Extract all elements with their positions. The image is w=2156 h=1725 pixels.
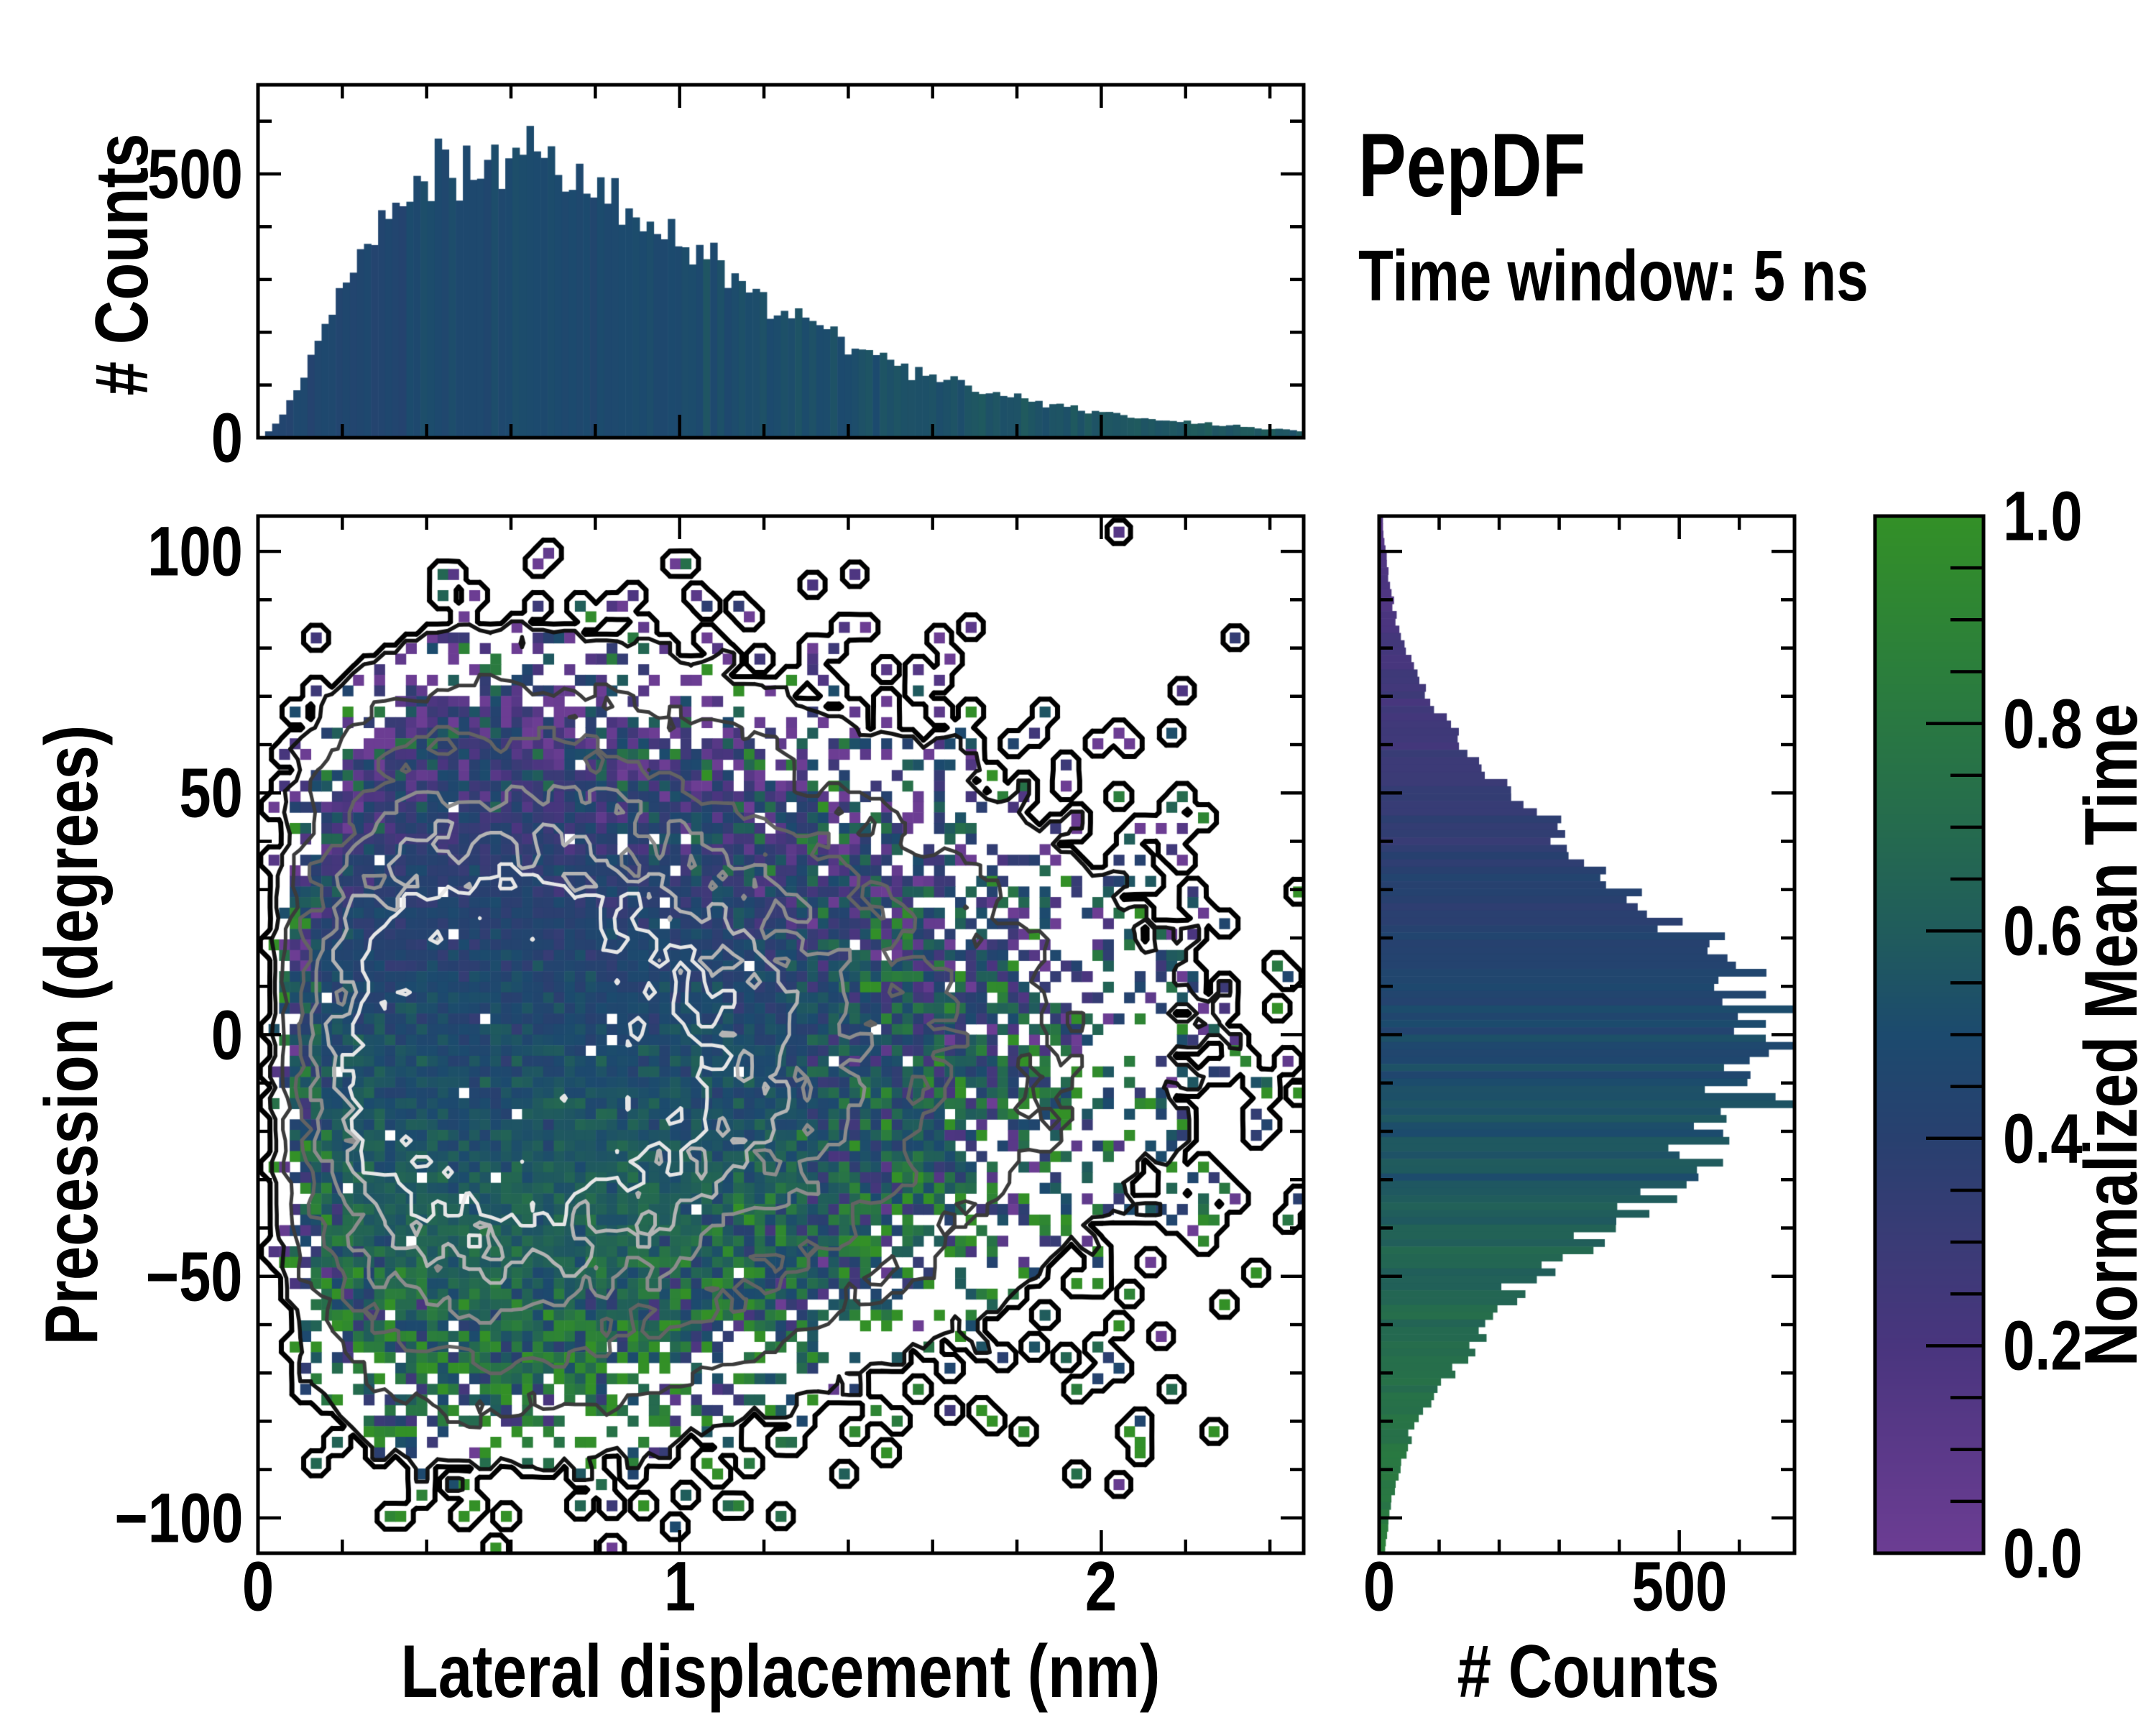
main-ytick-label: 100: [147, 512, 243, 591]
top-hist-ytick-label: 500: [147, 134, 243, 213]
colorbar-tick-label: 0.0: [2003, 1514, 2083, 1593]
main-heatmap-panel: [258, 516, 1304, 1553]
figure-title: PepDF: [1358, 116, 1586, 216]
panel-frame: [256, 514, 1306, 1555]
top-histogram-panel: [258, 85, 1304, 438]
main-ytick-label: 50: [179, 753, 243, 832]
colorbar-label: Normalized Mean Time: [2070, 703, 2153, 1367]
right-hist-xtick-label: 0: [1363, 1547, 1396, 1626]
main-ytick-label: −100: [114, 1478, 243, 1558]
main-ytick-label: 0: [211, 995, 243, 1074]
main-xtick-label: 1: [663, 1547, 696, 1626]
colorbar-tick-label: 0.8: [2003, 684, 2083, 763]
colorbar-tick-label: 0.6: [2003, 891, 2083, 970]
right-histogram-panel: [1379, 516, 1795, 1553]
main-xtick-label: 2: [1085, 1547, 1118, 1626]
main-xlabel: Lateral displacement (nm): [400, 1630, 1161, 1714]
panel-frame: [256, 83, 1306, 440]
right-hist-xlabel: # Counts: [1457, 1630, 1720, 1714]
colorbar-tick-label: 0.2: [2003, 1306, 2083, 1385]
figure-subtitle: Time window: 5 ns: [1358, 236, 1869, 316]
top-hist-ylabel: # Counts: [80, 133, 164, 396]
main-ylabel: Precession (degrees): [30, 724, 114, 1346]
top-hist-ytick-label: 0: [211, 398, 243, 477]
colorbar-tick-label: 0.4: [2003, 1099, 2083, 1178]
right-hist-xtick-label: 500: [1631, 1547, 1727, 1626]
main-xtick-label: 0: [241, 1547, 275, 1626]
colorbar-tick-label: 1.0: [2003, 477, 2083, 556]
panel-frame: [1377, 514, 1797, 1555]
panel-frame: [1873, 514, 1986, 1555]
main-ytick-label: −50: [146, 1237, 243, 1316]
